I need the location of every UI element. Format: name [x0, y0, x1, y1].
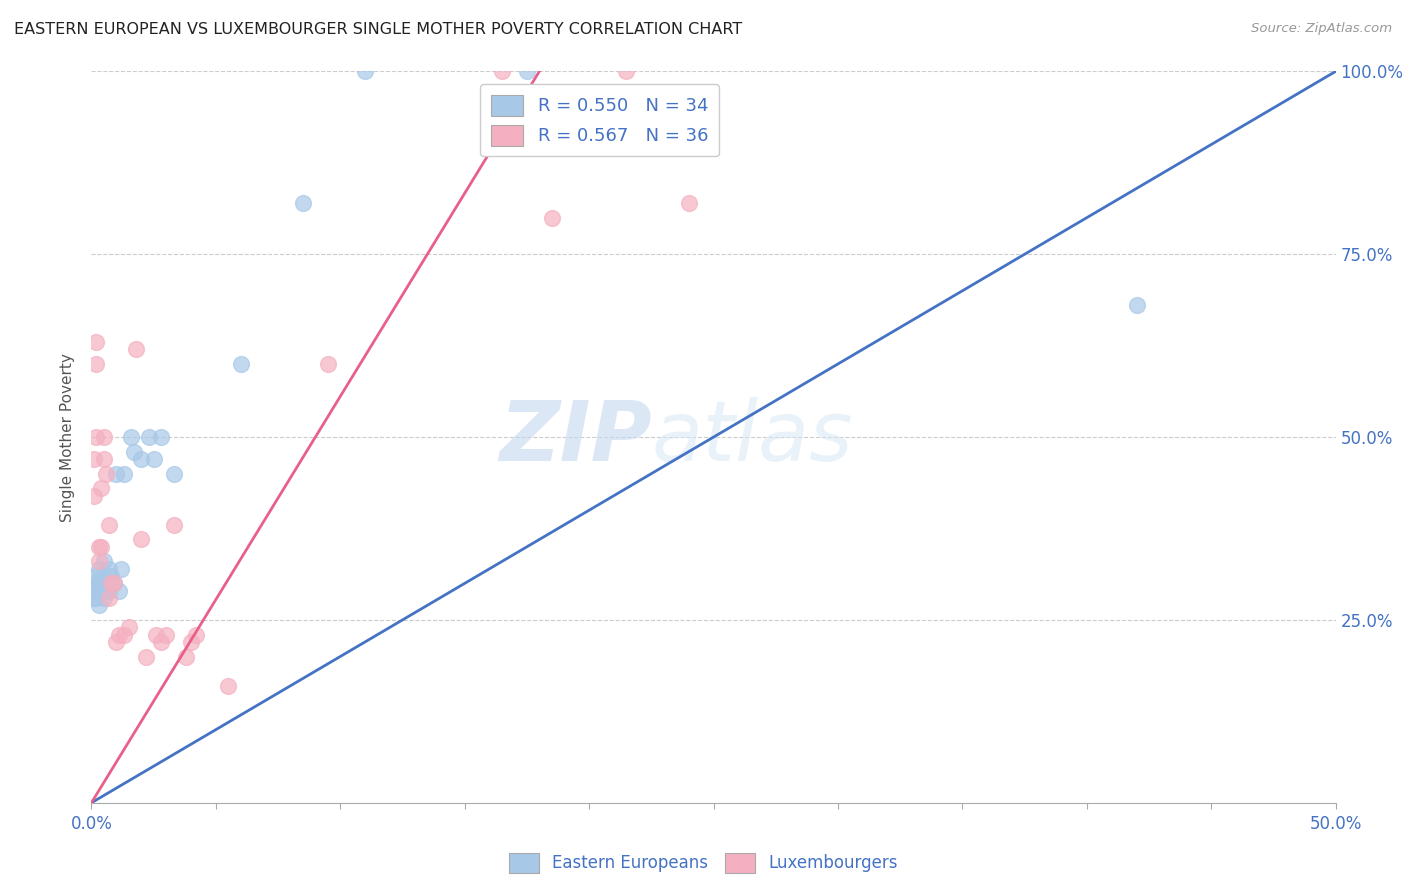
Point — [83, 452, 105, 467]
Point — [93, 569, 115, 583]
Point — [291, 196, 314, 211]
Point — [87, 576, 110, 591]
Point — [112, 627, 135, 641]
Point — [86, 591, 108, 605]
Point — [90, 540, 112, 554]
Point — [87, 562, 110, 576]
Point — [86, 334, 108, 349]
Point — [97, 591, 120, 605]
Point — [678, 196, 700, 211]
Point — [354, 64, 377, 78]
Point — [96, 467, 118, 481]
Point — [120, 430, 142, 444]
Point — [155, 627, 177, 641]
Point — [86, 430, 108, 444]
Point — [162, 517, 184, 532]
Point — [107, 583, 129, 598]
Point — [138, 430, 160, 444]
Point — [316, 357, 339, 371]
Point — [1125, 298, 1147, 312]
Point — [105, 635, 128, 649]
Point — [97, 562, 120, 576]
Point — [174, 649, 197, 664]
Point — [129, 452, 152, 467]
Point — [100, 569, 122, 583]
Point — [86, 357, 108, 371]
Legend: R = 0.550   N = 34, R = 0.567   N = 36: R = 0.550 N = 34, R = 0.567 N = 36 — [479, 84, 718, 156]
Point — [93, 554, 115, 568]
Point — [150, 635, 173, 649]
Point — [145, 627, 167, 641]
Point — [135, 649, 157, 664]
Point — [97, 517, 120, 532]
Point — [90, 576, 112, 591]
Point — [184, 627, 207, 641]
Point — [107, 627, 129, 641]
Point — [83, 591, 105, 605]
Text: EASTERN EUROPEAN VS LUXEMBOURGER SINGLE MOTHER POVERTY CORRELATION CHART: EASTERN EUROPEAN VS LUXEMBOURGER SINGLE … — [14, 22, 742, 37]
Point — [110, 562, 132, 576]
Point — [229, 357, 252, 371]
Point — [616, 64, 638, 78]
Point — [90, 583, 112, 598]
Point — [93, 452, 115, 467]
Point — [118, 620, 141, 634]
Y-axis label: Single Mother Poverty: Single Mother Poverty — [60, 352, 76, 522]
Point — [86, 569, 108, 583]
Point — [105, 467, 128, 481]
Point — [129, 533, 152, 547]
Point — [122, 444, 145, 458]
Point — [540, 211, 562, 225]
Point — [87, 554, 110, 568]
Point — [93, 591, 115, 605]
Point — [87, 599, 110, 613]
Legend: Eastern Europeans, Luxembourgers: Eastern Europeans, Luxembourgers — [502, 847, 904, 880]
Point — [100, 576, 122, 591]
Point — [112, 467, 135, 481]
Point — [96, 576, 118, 591]
Point — [217, 679, 239, 693]
Point — [162, 467, 184, 481]
Point — [83, 576, 105, 591]
Point — [86, 583, 108, 598]
Point — [87, 540, 110, 554]
Point — [516, 64, 538, 78]
Point — [180, 635, 202, 649]
Point — [103, 576, 125, 591]
Text: ZIP: ZIP — [499, 397, 651, 477]
Point — [103, 576, 125, 591]
Point — [150, 430, 173, 444]
Point — [93, 430, 115, 444]
Text: atlas: atlas — [651, 397, 853, 477]
Point — [125, 343, 148, 357]
Point — [97, 583, 120, 598]
Text: Source: ZipAtlas.com: Source: ZipAtlas.com — [1251, 22, 1392, 36]
Point — [142, 452, 165, 467]
Point — [90, 481, 112, 495]
Point — [83, 489, 105, 503]
Point — [491, 64, 513, 78]
